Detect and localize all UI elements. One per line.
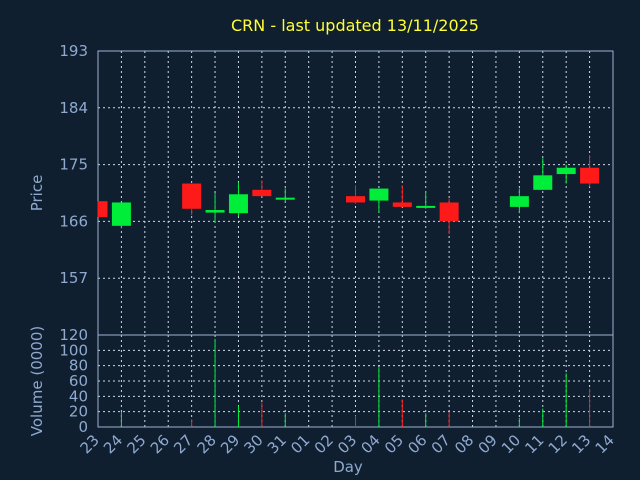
x-tick-label: 28 xyxy=(194,431,220,457)
candle-body xyxy=(556,167,576,175)
price-tick-label: 175 xyxy=(59,156,88,174)
candle-27 xyxy=(182,183,202,216)
x-tick-label: 08 xyxy=(451,431,477,457)
price-tick-label: 193 xyxy=(59,42,88,60)
volume-tick-label: 20 xyxy=(69,403,88,421)
volume-layer xyxy=(120,338,591,427)
volume-grid xyxy=(97,334,614,428)
x-tick-label: 10 xyxy=(498,431,524,457)
candle-06 xyxy=(416,191,436,209)
candle-body xyxy=(182,183,202,209)
x-tick-label: 07 xyxy=(428,431,454,457)
x-axis-label: Day xyxy=(333,458,363,476)
x-tick-label: 27 xyxy=(170,431,196,457)
candle-30 xyxy=(252,180,272,197)
candle-11 xyxy=(533,158,553,190)
candle-body xyxy=(205,210,225,213)
candle-body xyxy=(111,202,131,226)
candle-body xyxy=(346,196,365,203)
price-tick-label: 166 xyxy=(59,212,88,230)
volume-tick-label: 100 xyxy=(59,341,88,359)
candle-body xyxy=(275,197,295,200)
candle-body xyxy=(416,205,436,208)
candle-07 xyxy=(439,198,459,235)
x-tick-label: 06 xyxy=(404,431,430,457)
candle-13 xyxy=(580,155,600,187)
candle-05 xyxy=(392,185,412,207)
volume-tick-label: 0 xyxy=(78,418,88,436)
candle-body xyxy=(228,194,248,214)
x-tick-label: 12 xyxy=(545,431,571,457)
candle-body xyxy=(369,188,389,201)
candle-10 xyxy=(509,188,529,214)
x-tick-label: 14 xyxy=(592,431,618,457)
candles-layer xyxy=(97,155,600,235)
candle-body xyxy=(533,175,553,190)
price-tick-label: 184 xyxy=(59,99,88,117)
x-axis: 2324252627282930310102030405060708091011… xyxy=(77,431,618,457)
x-tick-label: 09 xyxy=(475,431,501,457)
candle-04 xyxy=(369,188,389,213)
volume-tick-label: 60 xyxy=(69,372,88,390)
volume-tick-label: 40 xyxy=(69,387,88,405)
candle-23 xyxy=(97,201,108,217)
candle-body xyxy=(580,167,600,184)
x-tick-label: 26 xyxy=(147,431,173,457)
x-tick-label: 11 xyxy=(521,431,547,457)
volume-axis-label: Volume (0000) xyxy=(28,326,46,436)
x-tick-label: 29 xyxy=(217,431,243,457)
chart-title: CRN - last updated 13/11/2025 xyxy=(231,16,479,35)
candle-03 xyxy=(346,185,365,204)
candle-body xyxy=(98,201,108,217)
candle-body xyxy=(509,196,529,207)
x-tick-label: 05 xyxy=(381,431,407,457)
candle-24 xyxy=(111,202,131,229)
volume-tick-label: 120 xyxy=(59,326,88,344)
candle-body xyxy=(439,202,459,222)
volume-tick-label: 80 xyxy=(69,357,88,375)
price-tick-label: 157 xyxy=(59,269,88,287)
price-axis-label: Price xyxy=(28,175,46,212)
x-tick-label: 13 xyxy=(568,431,594,457)
candle-body xyxy=(252,189,272,197)
candle-29 xyxy=(228,182,248,217)
x-tick-label: 24 xyxy=(100,431,126,457)
x-tick-label: 25 xyxy=(123,431,149,457)
candle-31 xyxy=(275,188,295,203)
candle-28 xyxy=(205,193,225,223)
x-tick-label: 30 xyxy=(240,431,266,457)
x-tick-label: 04 xyxy=(358,431,384,457)
price-axis: 157 166 175 184 193 xyxy=(59,42,88,287)
candle-12 xyxy=(556,164,576,184)
x-tick-label: 03 xyxy=(334,431,360,457)
candle-body xyxy=(392,202,412,207)
x-tick-label: 01 xyxy=(287,431,313,457)
x-tick-label: 31 xyxy=(264,431,290,457)
x-tick-label: 02 xyxy=(311,431,337,457)
